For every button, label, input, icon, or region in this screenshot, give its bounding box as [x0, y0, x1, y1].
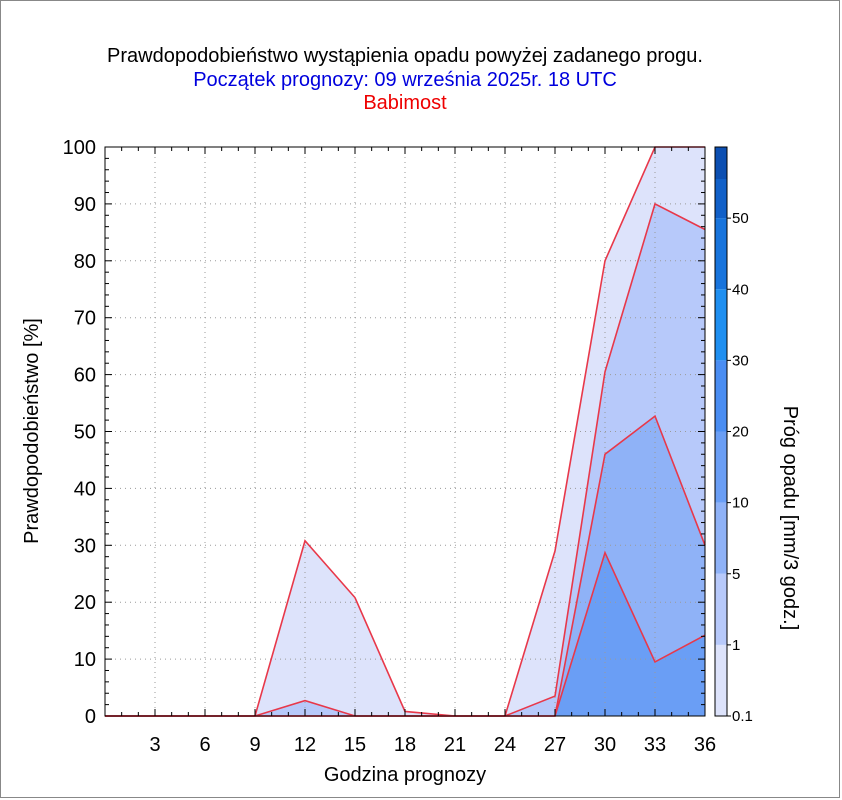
- chart-title: Prawdopodobieństwo wystąpienia opadu pow…: [107, 45, 703, 67]
- colorbar-segment: [715, 644, 727, 716]
- colorbar-tick-label: 0.1: [732, 708, 753, 725]
- y-tick-label: 20: [74, 592, 96, 614]
- colorbar-segment: [715, 502, 727, 574]
- colorbar: 0.1 1 5 10 20 30 40 50: [714, 146, 753, 725]
- colorbar-segment: [715, 431, 727, 503]
- x-tick-label: 30: [594, 734, 616, 756]
- colorbar-label: Próg opadu [mm/3 godz.]: [779, 406, 801, 631]
- x-tick-label: 9: [249, 734, 260, 756]
- colorbar-tick-label: 30: [732, 352, 749, 369]
- colorbar-tick-label: 1: [732, 637, 740, 654]
- x-tick-label: 24: [494, 734, 516, 756]
- y-tick-label: 80: [74, 251, 96, 273]
- colorbar-segment: [715, 573, 727, 645]
- y-tick-label: 30: [74, 535, 96, 557]
- x-tick-label: 6: [199, 734, 210, 756]
- y-axis-label: Prawdopodobieństwo [%]: [21, 318, 43, 544]
- x-tick-label: 36: [694, 734, 716, 756]
- x-tick-label: 18: [394, 734, 416, 756]
- x-tick-label: 27: [544, 734, 566, 756]
- y-tick-label: 0: [85, 706, 96, 728]
- location-label: Babimost: [363, 92, 447, 114]
- x-tick-label: 3: [149, 734, 160, 756]
- x-tick-label: 21: [444, 734, 466, 756]
- y-tick-label: 40: [74, 478, 96, 500]
- colorbar-tick-label: 50: [732, 210, 749, 227]
- area-threshold-0.1: [105, 147, 705, 716]
- x-tick-label: 15: [344, 734, 366, 756]
- y-tick-label: 10: [74, 649, 96, 671]
- chart-subtitle: Początek prognozy: 09 września 2025r. 18…: [193, 69, 617, 91]
- colorbar-tick-label: 10: [732, 495, 749, 512]
- y-tick-label: 100: [63, 137, 96, 159]
- y-tick-label: 70: [74, 308, 96, 330]
- y-tick-label: 60: [74, 365, 96, 387]
- colorbar-segment: [715, 147, 727, 180]
- x-axis-label: Godzina prognozy: [324, 764, 486, 786]
- x-tick-label: 33: [644, 734, 666, 756]
- colorbar-segment: [715, 289, 727, 361]
- plot-area: 3 6 9 12 15 18 21 24 27 30 33 360102030405060708090…: [63, 137, 717, 756]
- area-threshold-10: [105, 552, 705, 716]
- colorbar-segment: [715, 218, 727, 290]
- colorbar-segment: [715, 360, 727, 432]
- colorbar-tick-label: 5: [732, 566, 740, 583]
- x-tick-label: 12: [294, 734, 316, 756]
- colorbar-tick-label: 40: [732, 281, 749, 298]
- y-tick-label: 50: [74, 422, 96, 444]
- colorbar-tick-label: 20: [732, 424, 749, 441]
- y-tick-label: 90: [74, 194, 96, 216]
